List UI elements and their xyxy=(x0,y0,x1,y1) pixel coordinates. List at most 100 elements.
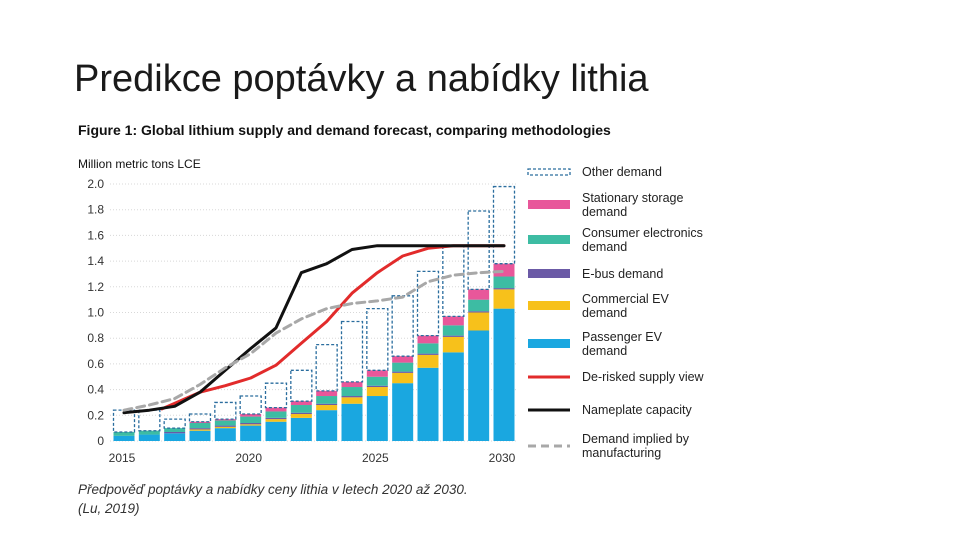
bar-passenger-ev-demand xyxy=(341,403,363,441)
stacked-bars xyxy=(112,185,516,441)
y-tick-label: 0.8 xyxy=(87,331,104,345)
bar-e-bus-demand xyxy=(341,396,363,398)
legend-label-consumer-electronics-demand: Consumer electronics xyxy=(582,226,703,240)
legend-swatch-other-demand xyxy=(527,168,571,176)
bar-other-demand xyxy=(188,413,212,423)
bar-other-demand xyxy=(264,382,288,409)
legend-swatch-commercial-ev-demand xyxy=(528,301,570,310)
legend-label-commercial-ev-demand-cont: demand xyxy=(582,306,627,320)
bar-passenger-ev-demand xyxy=(113,435,135,441)
x-axis-ticks: 2015 2020 2025 2030 xyxy=(109,451,516,465)
bar-other-demand xyxy=(492,185,516,265)
bar-commercial-ev-demand xyxy=(316,405,338,411)
bar-commercial-ev-demand xyxy=(189,429,211,431)
legend-label-nameplate-capacity: Nameplate capacity xyxy=(582,403,693,417)
bar-e-bus-demand xyxy=(290,412,312,415)
bar-passenger-ev-demand xyxy=(468,330,490,441)
bar-passenger-ev-demand xyxy=(164,433,186,441)
bar-stationary-storage-demand xyxy=(468,289,490,300)
bar-other-demand xyxy=(467,210,490,291)
legend-label-demand-implied-by-manufacturing: Demand implied by xyxy=(582,432,690,446)
bar-passenger-ev-demand xyxy=(417,367,439,441)
legend-swatch-e-bus-demand xyxy=(528,269,570,278)
bar-e-bus-demand xyxy=(214,425,236,427)
y-axis-label: Million metric tons LCE xyxy=(78,157,201,171)
y-tick-label: 1.0 xyxy=(87,306,104,320)
bar-passenger-ev-demand xyxy=(316,410,338,441)
forecast-lines xyxy=(122,244,506,415)
bar-other-demand xyxy=(239,395,262,415)
legend-label-commercial-ev-demand: Commercial EV xyxy=(582,292,669,306)
legend-label-stationary-storage-demand-cont: demand xyxy=(582,205,627,219)
bar-e-bus-demand xyxy=(265,417,287,420)
bar-consumer-electronics-demand xyxy=(468,299,490,312)
line-demand-implied-by-manufacturing xyxy=(122,269,506,412)
bar-consumer-electronics-demand xyxy=(442,325,464,336)
bar-other-demand xyxy=(366,307,389,371)
x-tick-label: 2020 xyxy=(235,451,262,465)
bar-other-demand xyxy=(340,320,364,383)
legend-label-passenger-ev-demand: Passenger EV xyxy=(582,330,663,344)
y-tick-label: 1.2 xyxy=(87,280,104,294)
bar-consumer-electronics-demand xyxy=(417,343,439,354)
legend-swatch-passenger-ev-demand xyxy=(528,339,570,348)
bar-stationary-storage-demand xyxy=(366,370,388,377)
caption-citation: (Lu, 2019) xyxy=(78,501,140,516)
legend-label-passenger-ev-demand-cont: demand xyxy=(582,344,627,358)
y-tick-label: 2.0 xyxy=(87,177,104,191)
bar-commercial-ev-demand xyxy=(240,424,262,426)
bar-stationary-storage-demand xyxy=(189,421,211,424)
bar-consumer-electronics-demand xyxy=(366,376,388,386)
bar-consumer-electronics-demand xyxy=(138,430,160,435)
slide-title: Predikce poptávky a nabídky lithia xyxy=(74,58,649,100)
bar-consumer-electronics-demand xyxy=(392,362,414,372)
bar-other-demand xyxy=(391,295,414,357)
legend-swatch-stationary-storage-demand xyxy=(528,200,570,209)
bar-other-demand xyxy=(290,369,313,402)
legend-label-stationary-storage-demand: Stationary storage xyxy=(582,191,683,205)
x-tick-label: 2025 xyxy=(362,451,389,465)
bar-e-bus-demand xyxy=(392,371,414,373)
bar-e-bus-demand xyxy=(366,385,388,388)
bar-commercial-ev-demand xyxy=(417,354,439,368)
legend-label-consumer-electronics-demand-cont: demand xyxy=(582,240,627,254)
bar-consumer-electronics-demand xyxy=(113,432,135,436)
bar-commercial-ev-demand xyxy=(468,312,490,331)
bar-consumer-electronics-demand xyxy=(316,396,338,404)
bar-other-demand xyxy=(442,245,465,318)
bar-other-demand xyxy=(163,418,186,429)
y-tick-label: 1.8 xyxy=(87,203,104,217)
y-tick-label: 0.6 xyxy=(87,357,104,371)
caption-line-1: Předpověď poptávky a nabídky ceny lithia… xyxy=(78,482,468,497)
bar-stationary-storage-demand xyxy=(290,401,312,406)
bar-commercial-ev-demand xyxy=(493,289,515,309)
bar-e-bus-demand xyxy=(164,432,186,434)
bar-passenger-ev-demand xyxy=(189,430,211,441)
bar-consumer-electronics-demand xyxy=(265,411,287,418)
bar-e-bus-demand xyxy=(493,288,515,290)
legend-label-other-demand: Other demand xyxy=(582,165,662,179)
bar-passenger-ev-demand xyxy=(392,383,414,441)
bar-passenger-ev-demand xyxy=(442,352,464,441)
line-nameplate-capacity xyxy=(122,244,506,415)
bar-stationary-storage-demand xyxy=(214,419,236,421)
y-tick-label: 0.4 xyxy=(87,383,104,397)
bar-other-demand xyxy=(138,409,161,432)
bar-passenger-ev-demand xyxy=(214,428,236,441)
bar-consumer-electronics-demand xyxy=(240,416,262,424)
bar-stationary-storage-demand xyxy=(442,316,464,326)
bar-other-demand xyxy=(315,343,338,392)
bar-passenger-ev-demand xyxy=(290,417,312,441)
bar-passenger-ev-demand xyxy=(138,434,160,441)
bar-consumer-electronics-demand xyxy=(341,387,363,397)
legend-label-e-bus-demand: E-bus demand xyxy=(582,267,663,281)
bar-commercial-ev-demand xyxy=(442,336,464,353)
bar-commercial-ev-demand xyxy=(290,414,312,418)
bar-consumer-electronics-demand xyxy=(189,423,211,429)
bar-passenger-ev-demand xyxy=(265,421,287,441)
bar-e-bus-demand xyxy=(316,403,338,406)
chart-title: Figure 1: Global lithium supply and dema… xyxy=(78,122,611,138)
bar-e-bus-demand xyxy=(417,353,439,355)
